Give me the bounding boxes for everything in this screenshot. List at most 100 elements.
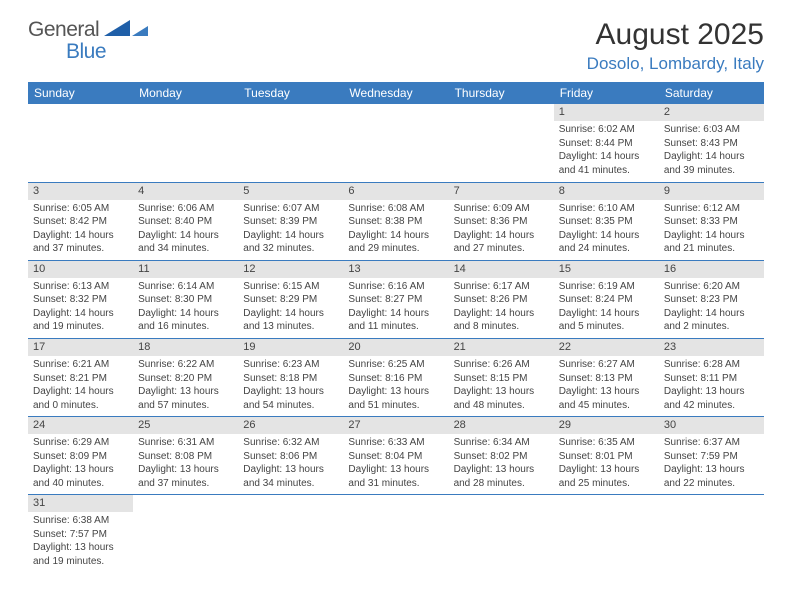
calendar-cell-empty: [659, 495, 764, 573]
daylight-line: Daylight: 14 hours and 34 minutes.: [138, 229, 233, 256]
daylight-line: Daylight: 13 hours and 57 minutes.: [138, 385, 233, 412]
daylight-line: Daylight: 14 hours and 5 minutes.: [559, 307, 654, 334]
calendar-cell: 26Sunrise: 6:32 AMSunset: 8:06 PMDayligh…: [238, 417, 343, 495]
daylight-line: Daylight: 14 hours and 2 minutes.: [664, 307, 759, 334]
daylight-line: Daylight: 13 hours and 34 minutes.: [243, 463, 338, 490]
sunrise-line: Sunrise: 6:27 AM: [559, 358, 654, 372]
day-number: 18: [133, 339, 238, 356]
weekday-header: Tuesday: [238, 82, 343, 104]
weekday-header: Wednesday: [343, 82, 448, 104]
sunset-line: Sunset: 8:42 PM: [33, 215, 128, 229]
sunset-line: Sunset: 8:35 PM: [559, 215, 654, 229]
sunrise-line: Sunrise: 6:14 AM: [138, 280, 233, 294]
day-number: 29: [554, 417, 659, 434]
calendar-cell: 16Sunrise: 6:20 AMSunset: 8:23 PMDayligh…: [659, 260, 764, 338]
sunset-line: Sunset: 8:26 PM: [454, 293, 549, 307]
daylight-line: Daylight: 14 hours and 24 minutes.: [559, 229, 654, 256]
sunset-line: Sunset: 8:02 PM: [454, 450, 549, 464]
calendar-table: SundayMondayTuesdayWednesdayThursdayFrid…: [28, 82, 764, 573]
day-content: Sunrise: 6:16 AMSunset: 8:27 PMDaylight:…: [343, 278, 448, 338]
sunrise-line: Sunrise: 6:38 AM: [33, 514, 128, 528]
day-number: 2: [659, 104, 764, 121]
calendar-head: SundayMondayTuesdayWednesdayThursdayFrid…: [28, 82, 764, 104]
title-block: August 2025 Dosolo, Lombardy, Italy: [587, 18, 764, 74]
sunset-line: Sunset: 8:33 PM: [664, 215, 759, 229]
calendar-cell-empty: [554, 495, 659, 573]
calendar-cell: 8Sunrise: 6:10 AMSunset: 8:35 PMDaylight…: [554, 182, 659, 260]
sunrise-line: Sunrise: 6:03 AM: [664, 123, 759, 137]
calendar-cell: 20Sunrise: 6:25 AMSunset: 8:16 PMDayligh…: [343, 338, 448, 416]
weekday-header: Sunday: [28, 82, 133, 104]
day-number: 11: [133, 261, 238, 278]
daylight-line: Daylight: 14 hours and 19 minutes.: [33, 307, 128, 334]
sunset-line: Sunset: 8:06 PM: [243, 450, 338, 464]
day-content: Sunrise: 6:23 AMSunset: 8:18 PMDaylight:…: [238, 356, 343, 416]
calendar-cell-empty: [133, 495, 238, 573]
sunrise-line: Sunrise: 6:09 AM: [454, 202, 549, 216]
header: General Blue August 2025 Dosolo, Lombard…: [28, 18, 764, 74]
day-content: Sunrise: 6:28 AMSunset: 8:11 PMDaylight:…: [659, 356, 764, 416]
daylight-line: Daylight: 14 hours and 27 minutes.: [454, 229, 549, 256]
weekday-header: Saturday: [659, 82, 764, 104]
calendar-cell: 30Sunrise: 6:37 AMSunset: 7:59 PMDayligh…: [659, 417, 764, 495]
calendar-cell: 3Sunrise: 6:05 AMSunset: 8:42 PMDaylight…: [28, 182, 133, 260]
logo: General Blue: [28, 18, 106, 64]
sunrise-line: Sunrise: 6:33 AM: [348, 436, 443, 450]
daylight-line: Daylight: 14 hours and 0 minutes.: [33, 385, 128, 412]
calendar-row: 3Sunrise: 6:05 AMSunset: 8:42 PMDaylight…: [28, 182, 764, 260]
calendar-cell: 6Sunrise: 6:08 AMSunset: 8:38 PMDaylight…: [343, 182, 448, 260]
day-content: Sunrise: 6:13 AMSunset: 8:32 PMDaylight:…: [28, 278, 133, 338]
day-content: Sunrise: 6:25 AMSunset: 8:16 PMDaylight:…: [343, 356, 448, 416]
day-content: Sunrise: 6:29 AMSunset: 8:09 PMDaylight:…: [28, 434, 133, 494]
daylight-line: Daylight: 14 hours and 16 minutes.: [138, 307, 233, 334]
sunrise-line: Sunrise: 6:37 AM: [664, 436, 759, 450]
daylight-line: Daylight: 13 hours and 42 minutes.: [664, 385, 759, 412]
sunset-line: Sunset: 8:08 PM: [138, 450, 233, 464]
weekday-header: Monday: [133, 82, 238, 104]
sunset-line: Sunset: 8:29 PM: [243, 293, 338, 307]
calendar-cell: 28Sunrise: 6:34 AMSunset: 8:02 PMDayligh…: [449, 417, 554, 495]
calendar-cell-empty: [449, 104, 554, 182]
calendar-cell: 23Sunrise: 6:28 AMSunset: 8:11 PMDayligh…: [659, 338, 764, 416]
calendar-cell: 15Sunrise: 6:19 AMSunset: 8:24 PMDayligh…: [554, 260, 659, 338]
day-number: 13: [343, 261, 448, 278]
sunset-line: Sunset: 8:44 PM: [559, 137, 654, 151]
calendar-cell: 17Sunrise: 6:21 AMSunset: 8:21 PMDayligh…: [28, 338, 133, 416]
sunrise-line: Sunrise: 6:20 AM: [664, 280, 759, 294]
day-content: Sunrise: 6:32 AMSunset: 8:06 PMDaylight:…: [238, 434, 343, 494]
day-number: 16: [659, 261, 764, 278]
day-content: Sunrise: 6:06 AMSunset: 8:40 PMDaylight:…: [133, 200, 238, 260]
calendar-cell: 10Sunrise: 6:13 AMSunset: 8:32 PMDayligh…: [28, 260, 133, 338]
logo-sail-icon: [104, 20, 148, 40]
sunset-line: Sunset: 8:16 PM: [348, 372, 443, 386]
day-number: 28: [449, 417, 554, 434]
sunrise-line: Sunrise: 6:25 AM: [348, 358, 443, 372]
sunset-line: Sunset: 8:39 PM: [243, 215, 338, 229]
daylight-line: Daylight: 13 hours and 45 minutes.: [559, 385, 654, 412]
daylight-line: Daylight: 14 hours and 37 minutes.: [33, 229, 128, 256]
calendar-cell: 7Sunrise: 6:09 AMSunset: 8:36 PMDaylight…: [449, 182, 554, 260]
calendar-page: General Blue August 2025 Dosolo, Lombard…: [0, 0, 792, 583]
calendar-cell: 21Sunrise: 6:26 AMSunset: 8:15 PMDayligh…: [449, 338, 554, 416]
daylight-line: Daylight: 13 hours and 48 minutes.: [454, 385, 549, 412]
sunset-line: Sunset: 8:43 PM: [664, 137, 759, 151]
sunset-line: Sunset: 8:40 PM: [138, 215, 233, 229]
sunrise-line: Sunrise: 6:32 AM: [243, 436, 338, 450]
day-content: Sunrise: 6:33 AMSunset: 8:04 PMDaylight:…: [343, 434, 448, 494]
calendar-cell: 19Sunrise: 6:23 AMSunset: 8:18 PMDayligh…: [238, 338, 343, 416]
day-content: Sunrise: 6:17 AMSunset: 8:26 PMDaylight:…: [449, 278, 554, 338]
sunrise-line: Sunrise: 6:21 AM: [33, 358, 128, 372]
logo-text-blue: Blue: [66, 40, 106, 64]
day-content: Sunrise: 6:05 AMSunset: 8:42 PMDaylight:…: [28, 200, 133, 260]
day-content: Sunrise: 6:27 AMSunset: 8:13 PMDaylight:…: [554, 356, 659, 416]
sunset-line: Sunset: 8:04 PM: [348, 450, 443, 464]
sunrise-line: Sunrise: 6:15 AM: [243, 280, 338, 294]
sunset-line: Sunset: 8:32 PM: [33, 293, 128, 307]
day-content: Sunrise: 6:35 AMSunset: 8:01 PMDaylight:…: [554, 434, 659, 494]
day-content: Sunrise: 6:34 AMSunset: 8:02 PMDaylight:…: [449, 434, 554, 494]
calendar-cell: 5Sunrise: 6:07 AMSunset: 8:39 PMDaylight…: [238, 182, 343, 260]
sunrise-line: Sunrise: 6:07 AM: [243, 202, 338, 216]
daylight-line: Daylight: 14 hours and 39 minutes.: [664, 150, 759, 177]
daylight-line: Daylight: 14 hours and 21 minutes.: [664, 229, 759, 256]
calendar-cell: 9Sunrise: 6:12 AMSunset: 8:33 PMDaylight…: [659, 182, 764, 260]
